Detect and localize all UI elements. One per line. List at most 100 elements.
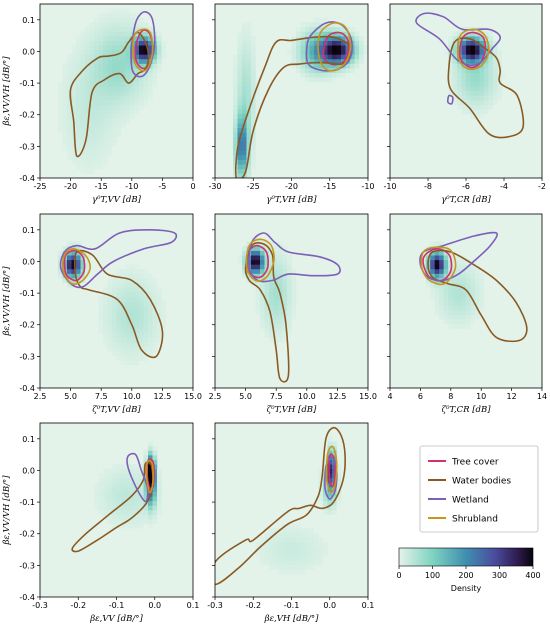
- heatmap-cell: [309, 532, 315, 538]
- heatmap-cell: [89, 113, 95, 119]
- heatmap-cell: [76, 45, 81, 51]
- x-axis-label: ζ⁰T,VV [dB]: [92, 405, 141, 415]
- heatmap-cell: [332, 510, 337, 515]
- heatmap-cell: [439, 273, 444, 279]
- heatmap-cell: [116, 45, 122, 51]
- heatmap-cell: [134, 519, 140, 525]
- heatmap-cell: [287, 323, 292, 329]
- heatmap-cell: [457, 104, 462, 110]
- heatmap-cell: [148, 342, 153, 348]
- x-tick-label: 2.5: [209, 392, 222, 401]
- heatmap-cell: [246, 159, 252, 165]
- heatmap-cell: [62, 145, 68, 151]
- heatmap-cell: [314, 551, 319, 557]
- heatmap-cell: [134, 473, 140, 479]
- heatmap-cell: [237, 113, 243, 119]
- heatmap-cell: [107, 305, 113, 311]
- heatmap-cell: [246, 113, 252, 119]
- heatmap-cell: [305, 31, 310, 37]
- heatmap-cell: [242, 54, 247, 60]
- heatmap-cell: [58, 104, 63, 110]
- heatmap-cell: [434, 250, 440, 256]
- heatmap-cell: [273, 250, 279, 256]
- heatmap-cell: [430, 282, 436, 288]
- heatmap-cell: [461, 282, 467, 288]
- heatmap-cell: [452, 91, 458, 96]
- heatmap-cell: [273, 532, 279, 538]
- heatmap-cell: [282, 301, 288, 306]
- heatmap-cell: [107, 13, 113, 19]
- heatmap-cell: [130, 523, 135, 529]
- heatmap-cell: [80, 72, 86, 78]
- heatmap-cell: [273, 296, 279, 302]
- heatmap-cell: [116, 273, 122, 279]
- heatmap-cell: [107, 77, 113, 83]
- heatmap-cell: [80, 118, 86, 124]
- heatmap-cell: [125, 360, 131, 366]
- heatmap-cell: [125, 351, 131, 357]
- heatmap-cell: [233, 113, 238, 119]
- heatmap-cell: [439, 246, 444, 251]
- heatmap-cell: [134, 104, 140, 110]
- heatmap-cell: [62, 91, 68, 96]
- heatmap-cell: [125, 72, 131, 78]
- heatmap-cell: [125, 49, 131, 55]
- heatmap-cell: [233, 54, 238, 60]
- heatmap-cell: [291, 282, 297, 288]
- heatmap-cell: [434, 268, 440, 274]
- heatmap-cell: [148, 500, 153, 506]
- heatmap-cell: [112, 473, 117, 479]
- heatmap-cell: [116, 323, 122, 329]
- heatmap-cell: [139, 31, 144, 37]
- heatmap-cell: [107, 346, 113, 352]
- heatmap-cell: [479, 72, 485, 78]
- heatmap-cell: [112, 104, 117, 110]
- heatmap-cell: [143, 58, 149, 64]
- heatmap-cell: [103, 328, 108, 334]
- heatmap-cell: [291, 291, 297, 297]
- heatmap-cell: [76, 91, 81, 96]
- heatmap-cell: [139, 500, 144, 506]
- heatmap-cell: [323, 72, 328, 78]
- heatmap-cell: [116, 8, 122, 14]
- heatmap-cell: [461, 264, 467, 270]
- heatmap-cell: [242, 250, 247, 256]
- heatmap-cell: [112, 477, 117, 483]
- heatmap-cell: [103, 104, 108, 110]
- x-tick-label: 14: [537, 392, 547, 401]
- heatmap-cell: [466, 86, 471, 92]
- heatmap-cell: [94, 109, 99, 115]
- heatmap-cell: [479, 40, 485, 46]
- heatmap-cell: [242, 26, 247, 32]
- heatmap-cell: [439, 314, 444, 320]
- heatmap-cell: [116, 519, 122, 525]
- heatmap-cell: [143, 510, 149, 515]
- heatmap-cell: [112, 136, 117, 142]
- heatmap-cell: [233, 86, 238, 92]
- heatmap-cell: [116, 100, 122, 106]
- heatmap-cell: [107, 287, 113, 293]
- heatmap-cell: [157, 31, 162, 37]
- heatmap-cell: [116, 36, 122, 41]
- heatmap-cell: [148, 54, 153, 60]
- heatmap-cell: [85, 31, 90, 37]
- heatmap-cell: [67, 104, 72, 110]
- heatmap-cell: [461, 323, 467, 329]
- heatmap-cell: [143, 342, 149, 348]
- heatmap-cell: [457, 301, 462, 306]
- heatmap-cell: [287, 282, 292, 288]
- heatmap-cell: [251, 40, 256, 46]
- heatmap-cell: [474, 296, 480, 302]
- heatmap-cell: [255, 287, 261, 293]
- heatmap-cell: [296, 45, 301, 51]
- heatmap-cell: [237, 49, 243, 55]
- heatmap-cell: [107, 58, 113, 64]
- heatmap-cell: [76, 49, 81, 55]
- heatmap-cell: [98, 63, 104, 69]
- heatmap-cell: [363, 49, 368, 55]
- heatmap-cell: [161, 323, 167, 329]
- heatmap-cell: [470, 310, 476, 316]
- heatmap-cell: [296, 564, 301, 570]
- x-tick-label: -4: [500, 182, 508, 191]
- heatmap-cell: [71, 241, 77, 247]
